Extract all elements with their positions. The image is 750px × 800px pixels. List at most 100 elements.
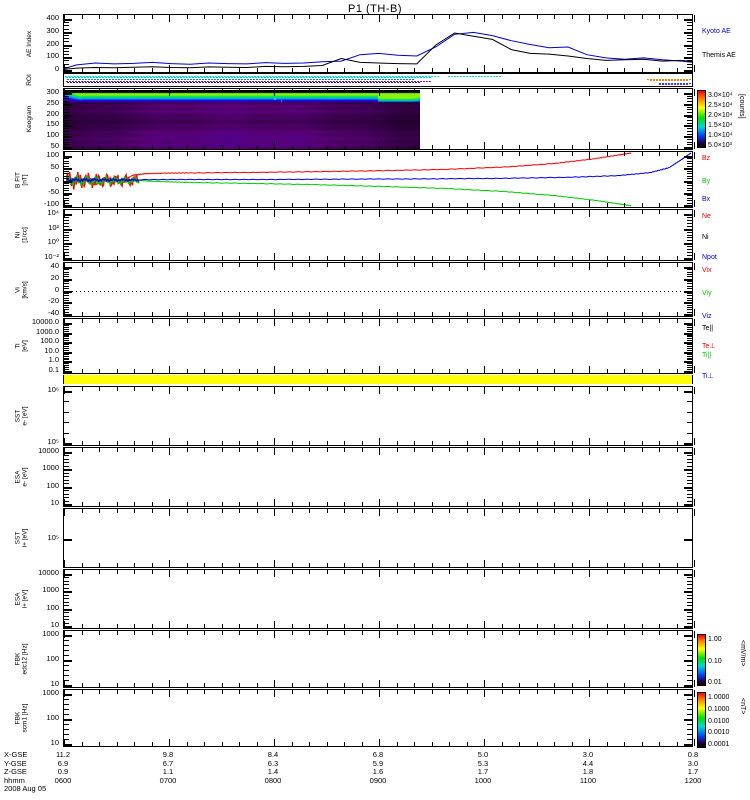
x-tick-top: [81, 570, 83, 574]
x-tick-bottom: [449, 203, 450, 207]
y-minor-tick: [687, 170, 692, 172]
colorbar-tick: 1.0×10⁴: [708, 132, 733, 139]
x-tick-top: [659, 89, 660, 93]
panel-ti[interactable]: [63, 318, 695, 374]
y-minor-tick: [687, 584, 692, 586]
roi-marker: [677, 83, 680, 84]
roi-marker: [260, 77, 263, 78]
y-minor-tick: [64, 640, 69, 641]
y-tick: [64, 192, 72, 195]
panel-roi[interactable]: [63, 73, 693, 87]
roi-marker: [428, 77, 431, 78]
x-tick-bottom: [169, 621, 170, 628]
roi-marker: [395, 81, 398, 82]
roi-marker: [237, 82, 240, 83]
y-minor-tick: [64, 497, 69, 499]
panel-esa-electron[interactable]: [63, 447, 695, 507]
y-minor-tick: [687, 699, 692, 700]
x-tick-top: [431, 448, 433, 452]
x-tick-bottom: [484, 200, 485, 207]
roi-marker: [185, 76, 188, 77]
panel-esa-ion[interactable]: [63, 569, 695, 629]
y-tick: [684, 744, 692, 746]
panel-fbk-edc12[interactable]: [63, 630, 695, 688]
x-tick-bottom: [81, 256, 83, 260]
roi-marker: [413, 76, 416, 77]
x-tick-top: [536, 152, 538, 156]
x-tick-top: [396, 89, 398, 93]
y-tick-label: 10²: [48, 222, 59, 232]
x-tick-top: [676, 448, 678, 452]
x-tick-top: [554, 152, 555, 156]
roi-marker: [284, 81, 287, 82]
roi-marker: [238, 79, 241, 80]
roi-marker: [318, 82, 321, 83]
y-tick: [684, 323, 692, 325]
x-tick-top: [64, 690, 65, 697]
roi-marker: [203, 81, 206, 82]
x-tick-top: [64, 263, 65, 270]
y-minor-tick: [687, 231, 692, 233]
x-tick-top: [589, 631, 590, 638]
panel-sst-ion[interactable]: [63, 508, 695, 568]
y-minor-tick: [64, 336, 69, 338]
x-tick-top: [501, 448, 503, 452]
x-tick-bottom: [221, 68, 223, 72]
x-tick-top: [99, 15, 100, 19]
roi-marker: [197, 76, 200, 77]
x-tick-bottom: [519, 624, 520, 628]
roi-marker: [149, 76, 152, 77]
panel-ae-index[interactable]: [63, 14, 695, 73]
panel-ni[interactable]: [63, 209, 695, 261]
x-tick-top: [466, 631, 468, 635]
panel-keogram[interactable]: [63, 88, 695, 150]
y-minor-tick: [64, 476, 69, 478]
y-tick: [684, 44, 692, 47]
x-tick-top: [81, 387, 83, 391]
roi-marker: [101, 77, 104, 78]
x-tick-bottom: [64, 621, 65, 628]
x-tick-top: [519, 15, 520, 19]
x-tick-top: [221, 15, 223, 19]
y-tick: [64, 391, 72, 393]
y-minor-tick: [64, 363, 69, 365]
roi-marker: [351, 82, 354, 83]
y-tick-label: 100.0: [40, 336, 59, 346]
x-tick-bottom: [694, 438, 695, 445]
x-tick-top: [379, 448, 380, 455]
roi-marker: [252, 82, 255, 83]
x-tick-bottom: [291, 624, 293, 628]
roi-marker: [80, 81, 83, 82]
x-tick-bottom: [274, 65, 275, 72]
x-tick-bottom: [606, 624, 608, 628]
roi-marker: [393, 82, 396, 83]
roi-marker: [218, 77, 221, 78]
x-tick-top: [624, 631, 625, 635]
y-tick: [684, 591, 692, 594]
y-tick: [64, 351, 72, 354]
y-minor-tick: [64, 252, 69, 254]
x-tick-top: [606, 89, 608, 93]
x-tick-bottom: [344, 256, 345, 260]
roi-marker: [215, 77, 218, 78]
x-tick-top: [449, 15, 450, 19]
panel-sst-electron[interactable]: [63, 386, 695, 446]
x-tick-bottom: [571, 563, 573, 567]
panel-esa-ion-plot-area: [64, 570, 692, 628]
y-minor-tick: [64, 605, 69, 607]
panel-vi[interactable]: [63, 262, 695, 317]
y-minor-tick: [64, 650, 69, 651]
y-minor-tick: [64, 190, 69, 192]
x-tick-bottom: [519, 256, 520, 260]
roi-marker: [135, 82, 138, 83]
roi-marker: [191, 76, 194, 77]
x-tick-bottom: [431, 683, 433, 687]
x-tick-top: [484, 690, 485, 697]
axis-tick-value: 0700: [159, 775, 177, 785]
roi-marker: [287, 76, 290, 77]
x-tick-bottom: [169, 499, 170, 506]
panel-fbk-scm1[interactable]: [63, 689, 695, 747]
roi-marker: [245, 76, 248, 77]
y-minor-tick: [64, 455, 69, 457]
panel-b-fit[interactable]: [63, 151, 695, 208]
